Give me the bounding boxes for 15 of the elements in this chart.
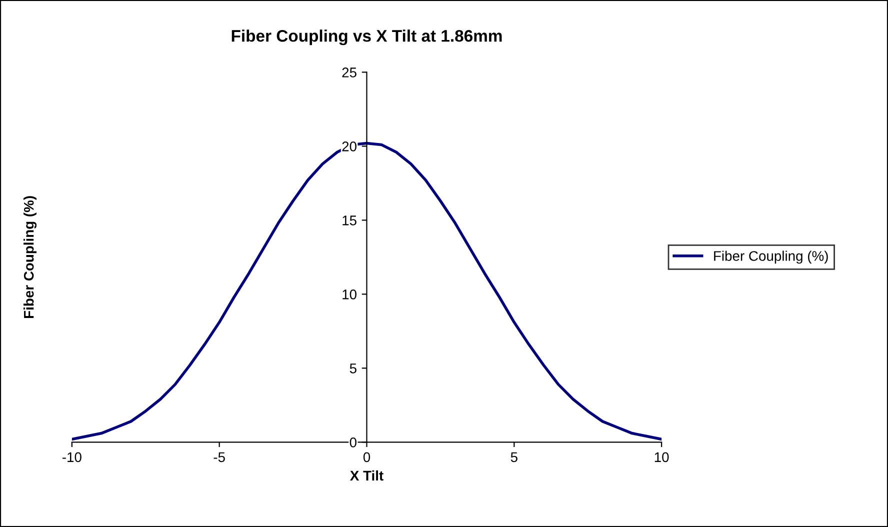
y-tick-label: 10 [342,290,356,300]
y-axis-title: Fiber Coupling (%) [24,196,37,318]
x-tick-label: 10 [654,452,669,462]
x-tick-label: 0 [363,452,370,462]
x-tick-label: -5 [214,452,225,462]
y-tick-label: 5 [350,364,356,374]
x-axis-title: X Tilt [350,470,384,481]
y-tick-label: 20 [342,142,356,152]
y-tick-label: 0 [350,437,356,448]
chart-title: Fiber Coupling vs X Tilt at 1.86mm [232,30,502,46]
legend-label: Fiber Coupling (%) [714,250,828,264]
x-tick-label: -10 [62,452,82,462]
x-tick-label: 5 [510,452,518,462]
y-tick-label: 25 [342,68,356,78]
y-tick-label: 15 [342,216,356,226]
